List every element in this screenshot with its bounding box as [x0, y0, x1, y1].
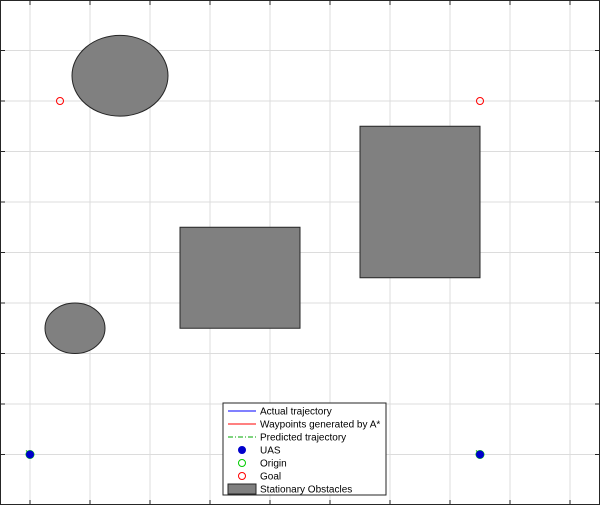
legend-label: Goal: [260, 472, 281, 483]
obstacles: [44, 34, 481, 354]
legend-label: Actual trajectory: [260, 407, 332, 418]
uas-marker: [26, 450, 34, 459]
legend-label: Waypoints generated by A*: [260, 420, 380, 431]
obstacle-ellipse: [71, 34, 169, 117]
obstacle-ellipse: [44, 302, 106, 354]
legend-label: Stationary Obstacles: [260, 485, 352, 496]
legend-filled-marker: [238, 446, 246, 454]
legend-label: UAS: [260, 446, 281, 457]
goal-marker: [56, 97, 64, 105]
goal-marker: [476, 97, 484, 105]
legend-label: Predicted trajectory: [260, 433, 346, 444]
legend-patch-swatch: [227, 483, 257, 495]
legend-circle-marker: [238, 459, 246, 467]
legend-label: Origin: [260, 459, 287, 470]
legend: Actual trajectory Waypoints generated by …: [222, 402, 387, 496]
legend-circle-marker: [238, 472, 246, 480]
obstacle-rect: [359, 125, 481, 279]
uas-marker: [476, 450, 484, 459]
obstacle-rect: [179, 226, 301, 329]
legend-box: [222, 402, 387, 496]
markers: [25, 97, 485, 459]
